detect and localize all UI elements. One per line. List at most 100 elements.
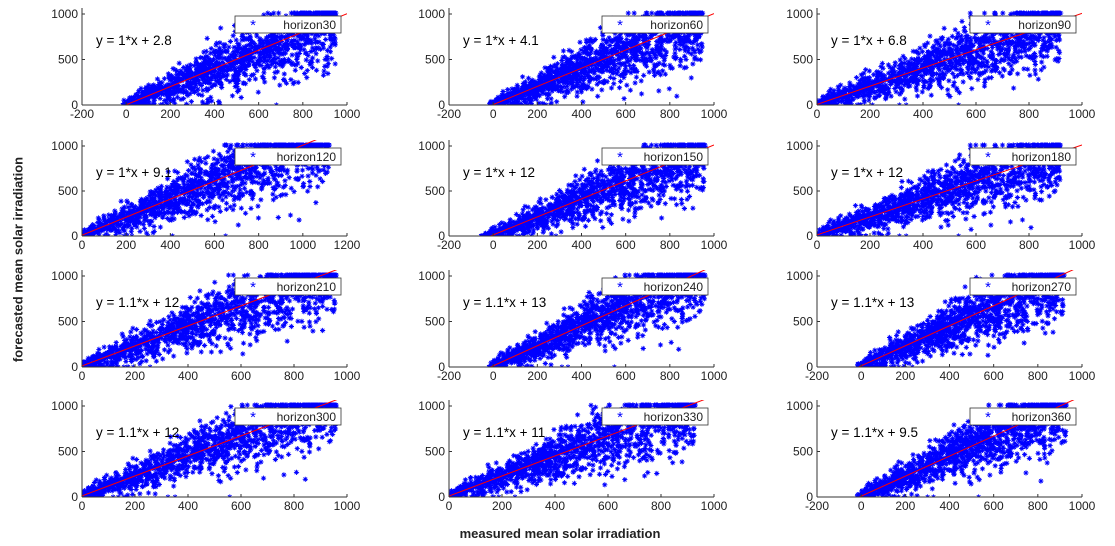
x-tick-label: 1000 — [1069, 499, 1096, 513]
subplot-horizon90: 0 200 400 600 800 1000 0 500 1000 y = 1*x + 6.8 * h… — [786, 7, 1095, 121]
x-tick-label: 800 — [660, 107, 680, 121]
x-tick-label: 600 — [598, 499, 618, 513]
x-tick-label: 1000 — [334, 107, 361, 121]
x-tick-label: 400 — [939, 369, 959, 383]
x-tick-label: 0 — [490, 369, 497, 383]
subplot-horizon300: 0 200 400 600 800 1000 0 500 1000 y = 1.1*x + 12 *… — [51, 399, 360, 513]
legend-label: horizon240 — [644, 280, 704, 294]
x-tick-label: 200 — [527, 238, 547, 252]
fit-equation: y = 1.1*x + 12 — [96, 295, 179, 310]
y-tick-label: 0 — [71, 98, 78, 112]
x-tick-label: 200 — [125, 369, 145, 383]
y-tick-label: 1000 — [786, 139, 813, 153]
x-tick-label: 200 — [895, 369, 915, 383]
y-tick-label: 1000 — [786, 7, 813, 21]
x-tick-label: 200 — [860, 107, 880, 121]
legend-marker: * — [985, 279, 991, 296]
subplot-horizon120: 0 200 400 600 800 1000 1200 0 500 1000 y = 1*x + 9… — [51, 139, 361, 252]
x-tick-label: -200 — [70, 107, 94, 121]
y-tick-label: 0 — [806, 98, 813, 112]
x-tick-label: -200 — [437, 107, 461, 121]
legend: * horizon240 — [601, 277, 709, 296]
x-tick-label: 800 — [660, 369, 680, 383]
x-tick-label: 200 — [160, 107, 180, 121]
legend-marker: * — [250, 279, 256, 296]
y-tick-label: 500 — [58, 315, 78, 329]
fit-line — [82, 140, 317, 236]
legend: * horizon180 — [969, 147, 1077, 166]
y-tick-label: 500 — [58, 445, 78, 459]
x-tick-label: 600 — [249, 107, 269, 121]
legend-marker: * — [250, 149, 256, 166]
y-tick-label: 1000 — [51, 399, 78, 413]
scatter-points — [817, 142, 1064, 236]
y-tick-label: 1000 — [418, 7, 445, 21]
x-tick-label: 400 — [913, 107, 933, 121]
x-tick-label: -200 — [805, 369, 829, 383]
x-tick-label: 200 — [527, 107, 547, 121]
legend: * horizon210 — [234, 277, 342, 296]
legend-label: horizon90 — [1018, 18, 1071, 32]
y-tick-label: 0 — [71, 490, 78, 504]
legend-marker: * — [250, 409, 256, 426]
fit-equation: y = 1.1*x + 11 — [463, 425, 545, 440]
x-tick-label: 600 — [966, 238, 986, 252]
x-tick-label: 1000 — [1069, 369, 1096, 383]
legend: * horizon120 — [234, 147, 342, 166]
x-tick-label: 1000 — [701, 499, 728, 513]
x-tick-label: 400 — [571, 107, 591, 121]
x-tick-label: 0 — [814, 107, 821, 121]
x-tick-label: 600 — [984, 499, 1004, 513]
x-tick-label: -200 — [805, 499, 829, 513]
y-tick-label: 500 — [425, 315, 445, 329]
x-tick-label: 1000 — [701, 107, 728, 121]
y-tick-label: 1000 — [51, 7, 78, 21]
legend-label: horizon30 — [283, 18, 336, 32]
x-tick-label: 800 — [284, 499, 304, 513]
x-tick-label: 0 — [490, 107, 497, 121]
y-tick-label: 1000 — [418, 139, 445, 153]
y-tick-label: 500 — [58, 53, 78, 67]
x-tick-label: 1000 — [1069, 238, 1096, 252]
y-tick-label: 500 — [793, 184, 813, 198]
x-tick-label: 1200 — [334, 238, 361, 252]
legend-label: horizon330 — [644, 410, 704, 424]
y-tick-label: 500 — [58, 184, 78, 198]
global-x-axis-label: measured mean solar irradiation — [459, 526, 661, 541]
x-tick-label: 400 — [160, 238, 180, 252]
y-tick-label: 0 — [438, 360, 445, 374]
legend-marker: * — [617, 279, 623, 296]
legend: * horizon360 — [969, 407, 1077, 426]
x-tick-label: 800 — [1019, 107, 1039, 121]
x-tick-label: 1000 — [334, 369, 361, 383]
x-tick-label: 800 — [651, 499, 671, 513]
legend-label: horizon270 — [1012, 280, 1072, 294]
subplot-horizon330: 0 200 400 600 800 1000 0 500 1000 y = 1.1*x + 11 *… — [418, 399, 728, 513]
y-tick-label: 0 — [438, 490, 445, 504]
legend-label: horizon120 — [277, 150, 337, 164]
x-tick-label: 600 — [966, 107, 986, 121]
x-tick-label: 200 — [125, 499, 145, 513]
legend: * horizon60 — [601, 15, 709, 34]
legend-label: horizon360 — [1012, 410, 1072, 424]
x-tick-label: 400 — [939, 499, 959, 513]
x-tick-label: 1000 — [1069, 107, 1096, 121]
y-tick-label: 0 — [71, 229, 78, 243]
subplot-horizon210: 0 200 400 600 800 1000 0 500 1000 y = 1.1*x + 12 *… — [51, 269, 361, 383]
fit-equation: y = 1*x + 12 — [463, 165, 535, 180]
x-tick-label: 200 — [527, 369, 547, 383]
x-tick-label: 600 — [231, 369, 251, 383]
x-tick-label: 200 — [860, 238, 880, 252]
x-tick-label: 600 — [616, 107, 636, 121]
y-tick-label: 1000 — [786, 269, 813, 283]
legend-marker: * — [617, 17, 623, 34]
x-tick-label: 0 — [123, 107, 130, 121]
x-tick-label: -200 — [437, 238, 461, 252]
legend-marker: * — [985, 149, 991, 166]
legend: * horizon270 — [969, 277, 1077, 296]
